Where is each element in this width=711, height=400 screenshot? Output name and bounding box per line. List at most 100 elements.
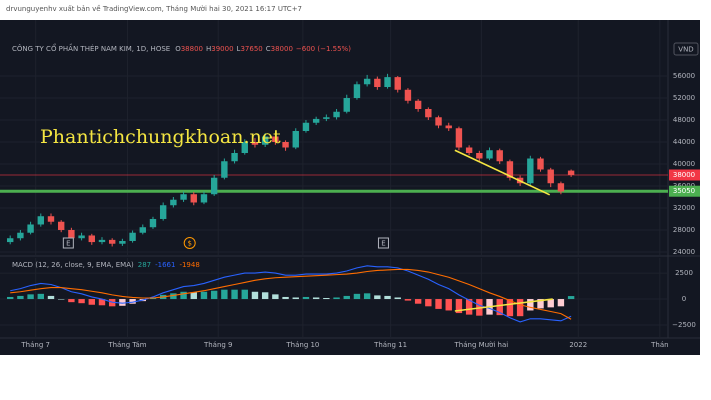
event-label: E [381,240,385,248]
candle-body [241,142,248,153]
ohlc-label: C [266,45,271,53]
x-tick-label: Tháng 10 [285,341,319,349]
candle-body [527,158,534,184]
y-tick-label: 52000 [673,94,695,102]
macd-histogram-bar [6,296,14,300]
macd-histogram-bar [537,299,544,309]
candle-body [88,235,95,243]
y-tick-label: 24000 [673,248,695,256]
macd-histogram-bar [221,289,228,300]
candle-body [272,136,279,143]
trendline [454,298,553,312]
macd-line [10,265,572,323]
macd-histogram-bar [17,295,24,300]
x-tick-label: Tháng Mười hai [454,341,509,349]
y-tick-label: 0 [682,295,686,303]
candle-body [506,161,514,178]
candle-body [302,122,310,132]
macd-histogram-bar [567,296,575,300]
macd-histogram-bar [455,299,463,314]
candle-body [282,142,289,148]
macd-legend-value: 287 [138,261,151,269]
candle-body [425,109,432,118]
macd-histogram-bar [57,299,65,300]
macd-histogram-bar [88,299,95,305]
candle-body [435,117,442,126]
macd-histogram-bar [333,297,340,300]
macd-histogram-bar [190,292,197,300]
macd-title: MACD (12, 26, close, 9, EMA, EMA) [12,261,134,269]
trendline [454,149,551,196]
candle-body [323,117,330,119]
marks [0,73,668,323]
candle-body [465,147,473,153]
macd-histogram-bar [292,297,299,300]
change: −600 (−1.55%) [296,45,351,53]
macd-histogram-bar [119,299,126,306]
candle-body [567,170,575,175]
macd-histogram-bar [251,291,259,300]
candle-body [557,183,565,192]
grid [0,20,668,338]
candle-body [537,158,544,170]
y-tick-label: 40000 [673,160,695,168]
macd-histogram-bar [323,298,330,300]
header: drvunguyenhv xuất bản về TradingView.com… [6,5,302,13]
ohlc-label: L [237,45,241,53]
macd-histogram-bar [506,299,514,317]
macd-histogram-bar [231,289,238,300]
candle-body [170,199,177,206]
macd-histogram-bar [261,292,269,300]
macd-legend-value: -1661 [155,261,175,269]
x-tick-label: Tháng Tám [107,341,147,349]
candle-body [159,205,167,219]
candle-body [363,78,371,85]
candle-body [119,240,126,244]
ohlc-value: 39000 [211,45,233,53]
x-tick-label: Tháng 11 [373,341,407,349]
event-icon [183,237,196,249]
macd-histogram-bar [68,299,75,303]
macd-histogram-bar [445,299,452,311]
macd-histogram-bar [272,294,279,300]
candle-body [394,77,401,90]
macd-histogram-bar [353,293,361,300]
ohlc-label: O [175,45,181,53]
candle-body [57,221,65,230]
ohlc-value: 38000 [271,45,293,53]
macd-line [10,268,572,320]
macd-histogram-bar [170,293,177,300]
candle-body [343,98,350,112]
macd-histogram-bar [180,291,187,300]
candle-body [374,78,381,88]
candle-body [261,136,269,145]
x-tick-label: Tháng 9 [203,341,233,349]
candle-body [17,232,24,239]
macd-histogram-bar [394,297,401,300]
macd-histogram-bar [557,299,565,307]
macd-histogram-bar [516,299,524,317]
candle-body [455,128,463,148]
candle-body [231,152,238,162]
candle-body [312,118,320,123]
macd-histogram-bar [98,299,106,306]
currency-box [673,42,699,56]
candle-body [404,89,412,101]
macd-histogram-bar [374,295,381,300]
macd-histogram-bar [547,299,554,308]
macd-histogram-bar [363,293,371,300]
macd-histogram-bar [78,299,85,304]
legend: CÔNG TY CỔ PHẦN THÉP NAM KIM, 1D, HOSE O3… [12,43,351,53]
macd-histogram-bar [384,295,391,300]
price-label: 35050 [673,187,695,195]
macd-histogram-bar [527,299,534,311]
candle-body [333,111,340,118]
macd-legend-value: -1948 [179,261,199,269]
macd-histogram-bar [425,299,432,307]
candle-body [98,239,106,243]
ohlc-value: 37650 [240,45,262,53]
macd-histogram-bar [312,297,320,300]
macd-histogram-bar [210,290,218,300]
x-tick-label: Tháng 7 [20,341,50,349]
candle-body [68,229,75,239]
